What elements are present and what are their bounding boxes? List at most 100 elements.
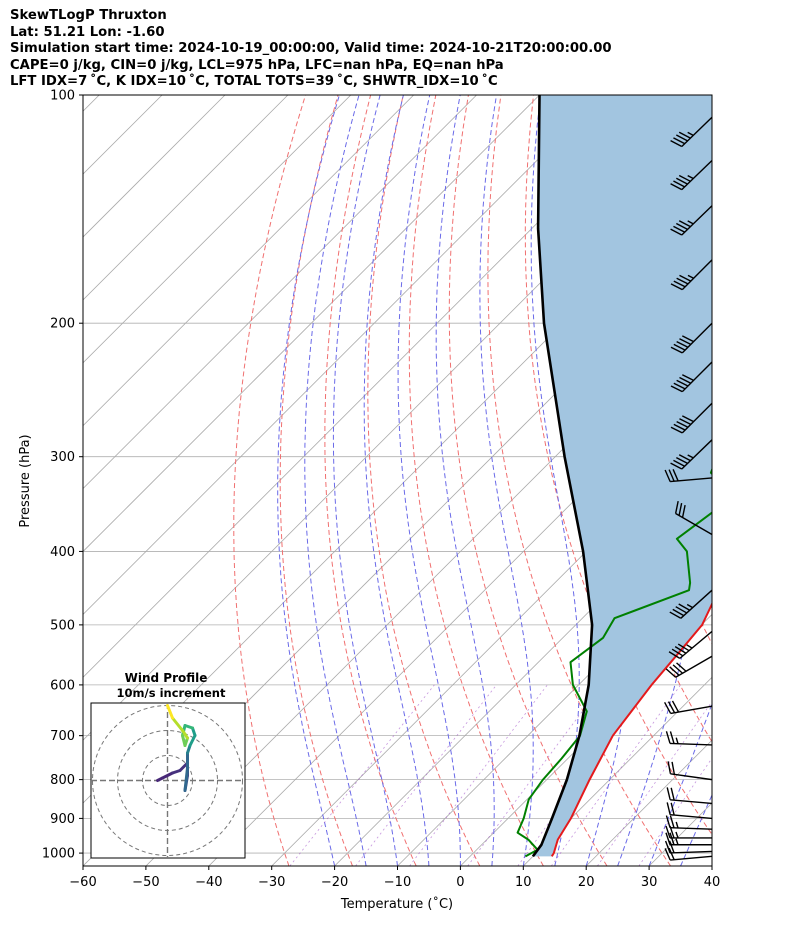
wind-barb-flag — [671, 761, 676, 775]
hodograph-segment — [166, 704, 174, 720]
wind-barb-flag — [681, 504, 686, 518]
dry-adiabat — [487, 95, 672, 866]
wind-barb-flag — [663, 701, 672, 714]
isotherm-line — [397, 550, 712, 866]
hodograph-segment — [171, 716, 184, 732]
wind-barb-half-flag — [675, 737, 679, 744]
wind-barb-flag — [677, 643, 690, 652]
wind-barb-flag — [666, 787, 671, 800]
wind-barb-flag — [670, 426, 683, 434]
wind-barb-staff — [670, 827, 713, 830]
wind-barb-staff — [681, 322, 713, 354]
wind-barb-half-flag — [687, 220, 694, 225]
x-tick-label: −40 — [195, 875, 222, 890]
wind-barb-staff — [679, 630, 713, 659]
wind-barb-flag — [676, 134, 688, 142]
dry-adiabat — [408, 95, 544, 866]
wind-barb-flag — [674, 500, 679, 514]
isotherm-line — [334, 488, 712, 866]
isotherm-line — [83, 95, 540, 553]
wind-barb-flag — [675, 606, 688, 614]
x-tick-label: −30 — [258, 875, 285, 890]
chart-title: SkewTLogP Thruxton — [10, 8, 167, 23]
wind-barb-flag — [669, 611, 682, 619]
wind-barb-flag — [670, 787, 675, 801]
isotherm-line — [83, 95, 289, 301]
wind-barb-flag — [676, 662, 687, 672]
wind-barb-flag — [678, 603, 691, 611]
wind-barb-flag — [681, 374, 694, 381]
moist-adiabat — [332, 95, 398, 866]
wind-barb-flag — [676, 277, 689, 285]
wind-barb — [670, 159, 713, 191]
wind-barb-flag — [673, 423, 686, 431]
temperature-line — [550, 601, 712, 857]
wind-barb-flag — [673, 180, 685, 188]
wind-barb-flag — [669, 666, 680, 676]
wind-barb-staff — [670, 799, 713, 805]
wind-barb-flag — [670, 283, 683, 291]
x-tick-label: 20 — [578, 875, 595, 890]
wind-barb-half-flag — [686, 644, 693, 649]
wind-barb-flag — [667, 761, 672, 774]
location-line: Lat: 51.21 Lon: -1.60 — [10, 24, 165, 40]
wind-barb-half-flag — [687, 274, 694, 279]
y-tick-label: 600 — [50, 678, 75, 693]
wind-barb — [669, 589, 713, 619]
wind-barb-flag — [681, 335, 694, 343]
wind-barb-flag — [664, 848, 671, 861]
hodograph-segment — [188, 734, 197, 747]
cape-line: CAPE=0 j/kg, CIN=0 j/kg, LCL=975 hPa, LF… — [10, 57, 504, 73]
mixing-ratio-line — [409, 684, 548, 866]
wind-barb-flag — [679, 338, 692, 346]
moist-adiabat — [680, 793, 712, 866]
index-line: LFT IDX=7 ˚C, K IDX=10 ˚C, TOTAL TOTS=39… — [10, 74, 498, 90]
wind-barb-flag — [673, 459, 685, 467]
wind-barb-flag — [670, 183, 683, 191]
wind-barb-staff — [670, 814, 713, 820]
y-axis-label: Pressure (hPa) — [18, 434, 33, 527]
wind-barb — [668, 630, 713, 659]
moist-adiabat — [530, 95, 580, 866]
wind-barb-flag — [670, 385, 683, 393]
wind-barb-flag — [665, 832, 671, 845]
dry-adiabat — [279, 95, 353, 866]
mixing-ratio-line — [355, 684, 497, 866]
wind-barb — [674, 500, 713, 536]
moist-adiabat — [711, 864, 712, 866]
y-tick-label: 300 — [50, 450, 75, 465]
x-tick-label: 40 — [704, 875, 721, 890]
x-tick-label: −60 — [69, 875, 96, 890]
wind-barb-flag — [669, 815, 675, 829]
wind-barb-flag — [673, 137, 685, 145]
moist-adiabat — [397, 95, 461, 866]
wind-barb-flag — [672, 469, 679, 482]
isotherm-line — [145, 299, 712, 866]
moist-adiabat — [363, 95, 430, 866]
wind-barb-staff — [681, 439, 713, 470]
y-tick-label: 500 — [50, 618, 75, 633]
wind-barb-flag — [665, 668, 677, 678]
y-tick-label: 200 — [50, 317, 75, 332]
hodograph-title: Wind Profile — [125, 671, 208, 685]
mixing-ratio-line — [550, 684, 681, 866]
wind-barb-flag — [668, 840, 675, 854]
wind-barb — [664, 847, 713, 861]
dry-adiabat — [729, 95, 794, 866]
hodograph-segment — [161, 771, 174, 780]
wind-barb-flag — [668, 651, 681, 659]
wind-barb — [667, 761, 713, 781]
wind-barb — [670, 402, 713, 434]
wind-barb-flag — [664, 469, 671, 482]
mixing-ratio-line — [289, 684, 435, 866]
wind-barb-flag — [668, 469, 675, 482]
wind-barb-flag — [678, 220, 691, 228]
wind-barb-flag — [670, 139, 683, 148]
wind-barb-half-flag — [686, 603, 694, 609]
y-tick-label: 400 — [50, 545, 75, 560]
wind-barb — [670, 361, 713, 393]
chart-header: SkewTLogP Thruxton Lat: 51.21 Lon: -1.60… — [10, 8, 612, 91]
wind-barb-staff — [670, 773, 713, 781]
wind-barb-flag — [678, 174, 691, 182]
dry-adiabat — [367, 95, 481, 866]
